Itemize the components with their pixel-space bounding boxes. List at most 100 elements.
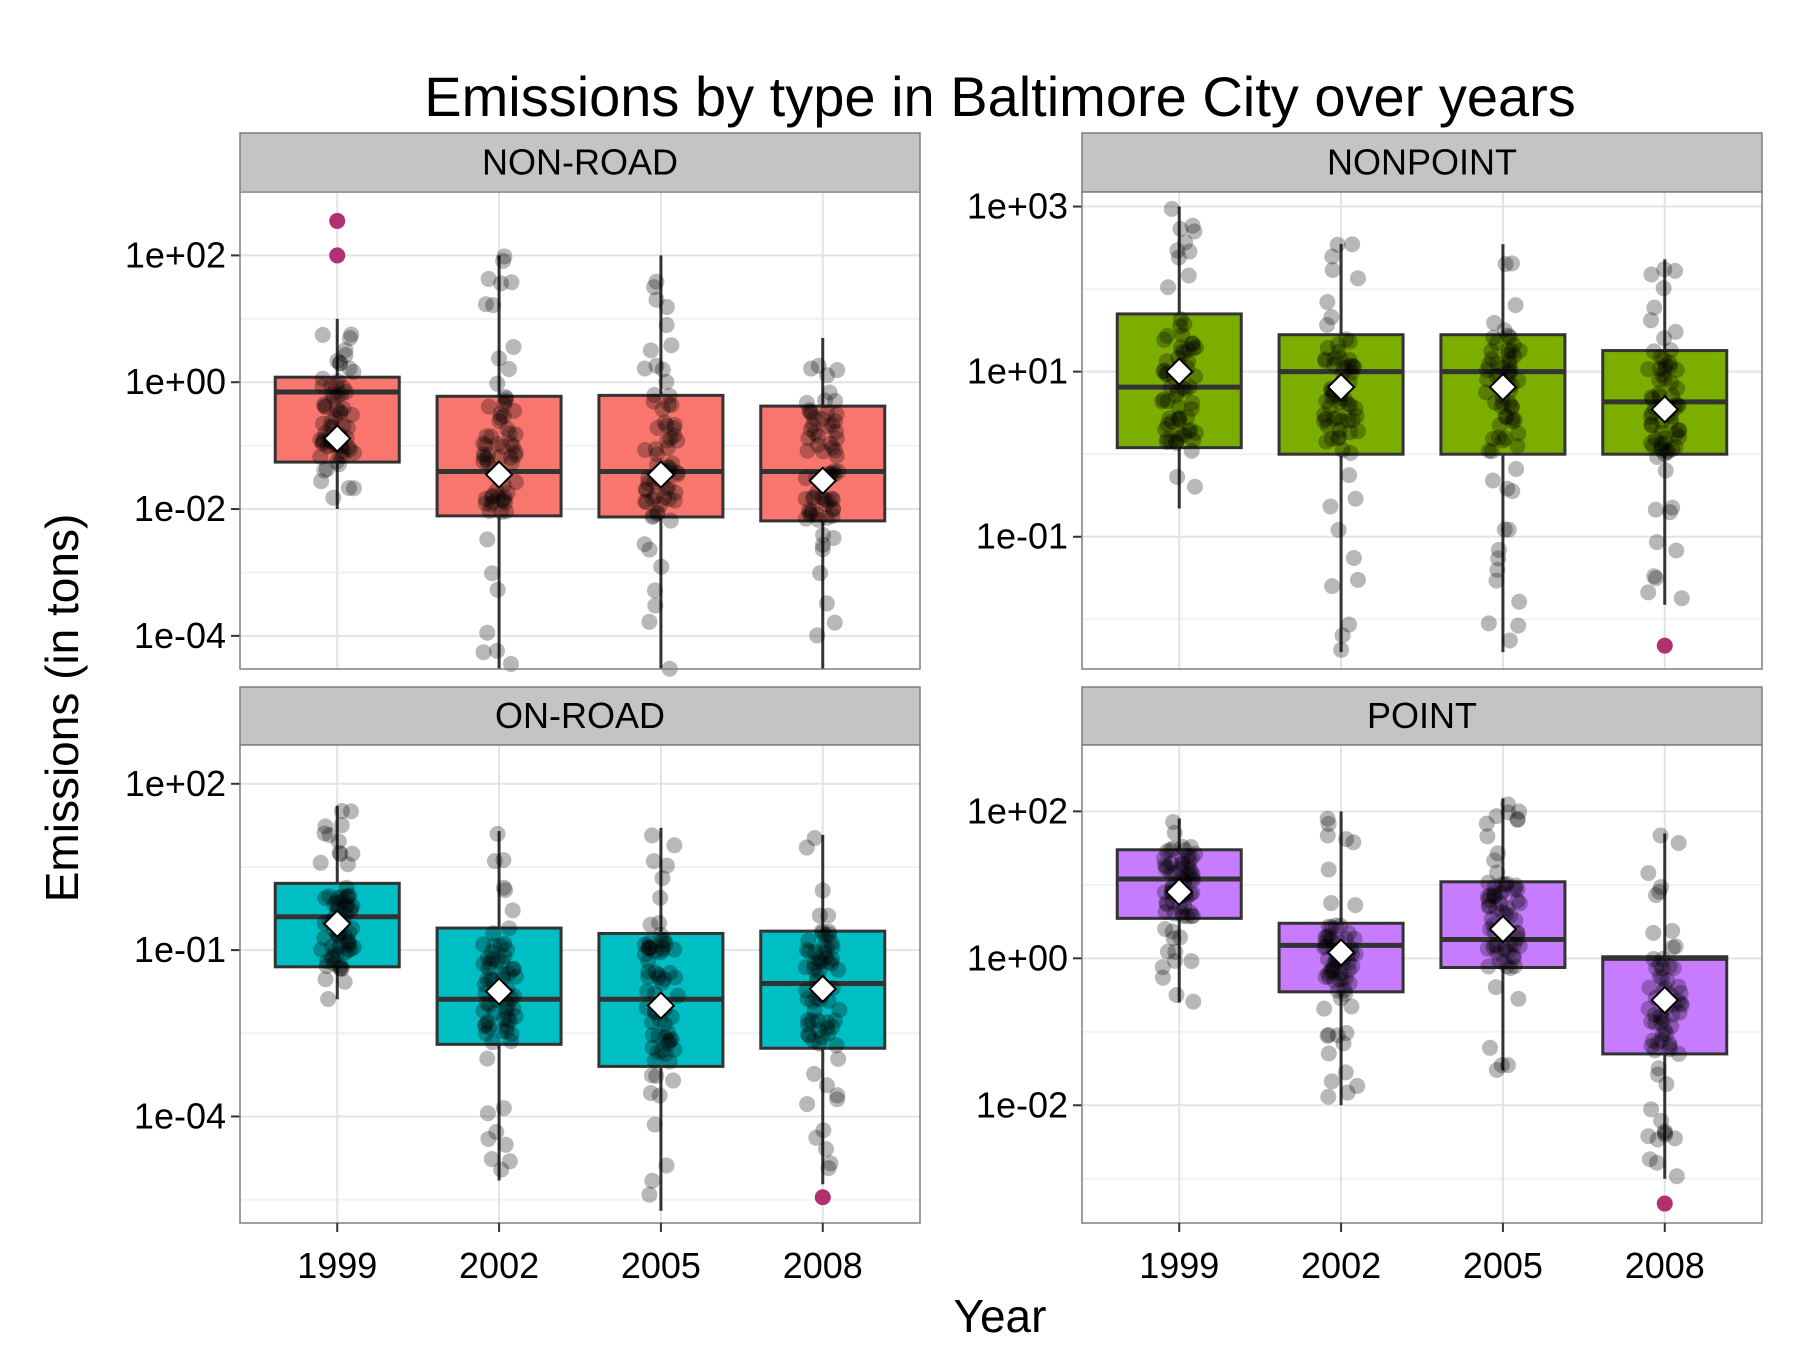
mean-marker — [1488, 914, 1518, 944]
data-point — [330, 373, 347, 390]
data-point — [331, 355, 348, 372]
data-point — [1489, 355, 1506, 372]
data-point — [328, 378, 345, 395]
data-point — [647, 964, 664, 981]
data-point — [1668, 426, 1685, 443]
data-point — [1163, 200, 1180, 217]
data-point — [1342, 424, 1359, 441]
data-point — [819, 367, 836, 384]
data-point — [1322, 498, 1339, 515]
data-point — [1511, 938, 1528, 955]
data-point — [486, 937, 503, 954]
data-point — [812, 565, 829, 582]
y-axis-title: Emissions (in tons) — [36, 514, 88, 903]
data-point — [811, 1022, 828, 1039]
data-point — [824, 939, 841, 956]
data-point — [503, 1026, 520, 1043]
data-point — [806, 1065, 823, 1082]
data-point — [1649, 1131, 1666, 1148]
data-point — [1664, 922, 1681, 939]
data-point — [816, 491, 833, 508]
data-point — [343, 406, 360, 423]
data-point — [497, 494, 514, 511]
data-point — [659, 440, 676, 457]
data-point — [646, 279, 663, 296]
data-point — [1653, 1014, 1670, 1031]
data-point — [1156, 850, 1173, 867]
data-point — [1662, 504, 1679, 521]
data-point — [820, 923, 837, 940]
data-point — [1341, 467, 1358, 484]
data-point — [1187, 845, 1204, 862]
data-point — [825, 500, 842, 517]
data-point — [1157, 920, 1174, 937]
data-point — [337, 347, 354, 364]
data-point — [1653, 435, 1670, 452]
data-point — [1501, 351, 1518, 368]
data-point — [802, 403, 819, 420]
data-point — [1480, 356, 1497, 373]
data-point — [1656, 435, 1673, 452]
data-point — [1175, 907, 1192, 924]
data-point — [1183, 850, 1200, 867]
data-point — [1323, 895, 1340, 912]
data-point — [828, 423, 845, 440]
data-point — [806, 960, 823, 977]
data-point — [317, 971, 334, 988]
data-point — [658, 373, 675, 390]
data-point — [827, 442, 844, 459]
data-point — [1510, 990, 1527, 1007]
data-point — [1667, 938, 1684, 955]
data-point — [1494, 432, 1511, 449]
data-point — [657, 1045, 674, 1062]
data-point — [1667, 262, 1684, 279]
data-point — [830, 463, 847, 480]
data-point — [1647, 1014, 1664, 1031]
data-point — [1180, 267, 1197, 284]
chart-title: Emissions by type in Baltimore City over… — [424, 65, 1576, 128]
data-point — [1329, 336, 1346, 353]
data-point — [478, 995, 495, 1012]
data-point — [667, 969, 684, 986]
data-point — [480, 270, 497, 287]
data-point — [1503, 255, 1520, 272]
data-point — [1181, 423, 1198, 440]
data-point — [1664, 1006, 1681, 1023]
data-point — [653, 558, 670, 575]
data-point — [1184, 907, 1201, 924]
data-point — [1330, 343, 1347, 360]
data-point — [798, 839, 815, 856]
data-point — [815, 527, 832, 544]
data-point — [1184, 865, 1201, 882]
data-point — [478, 1025, 495, 1042]
data-point — [1172, 318, 1189, 335]
data-point — [818, 1077, 835, 1094]
data-point — [501, 1153, 518, 1170]
data-point — [669, 432, 686, 449]
data-point — [649, 419, 666, 436]
data-point — [345, 480, 362, 497]
data-point — [654, 939, 671, 956]
data-point — [819, 1014, 836, 1031]
data-point — [1668, 380, 1685, 397]
data-point — [485, 925, 502, 942]
mean-marker — [808, 466, 838, 496]
data-point — [493, 1023, 510, 1040]
data-point — [1652, 827, 1669, 844]
x-tick-label: 1999 — [1139, 1245, 1219, 1286]
box-body — [435, 394, 563, 518]
data-point — [1489, 945, 1506, 962]
data-point — [497, 1136, 514, 1153]
data-point — [636, 936, 653, 953]
data-point — [806, 830, 823, 847]
data-point — [1168, 987, 1185, 1004]
data-point — [1655, 280, 1672, 297]
mean-marker — [484, 460, 514, 489]
y-tick-label: 1e+02 — [125, 234, 226, 275]
data-point — [640, 953, 657, 970]
data-point — [324, 949, 341, 966]
data-point — [824, 951, 841, 968]
data-point — [1652, 879, 1669, 896]
data-point — [504, 438, 521, 455]
data-point — [1511, 342, 1528, 359]
